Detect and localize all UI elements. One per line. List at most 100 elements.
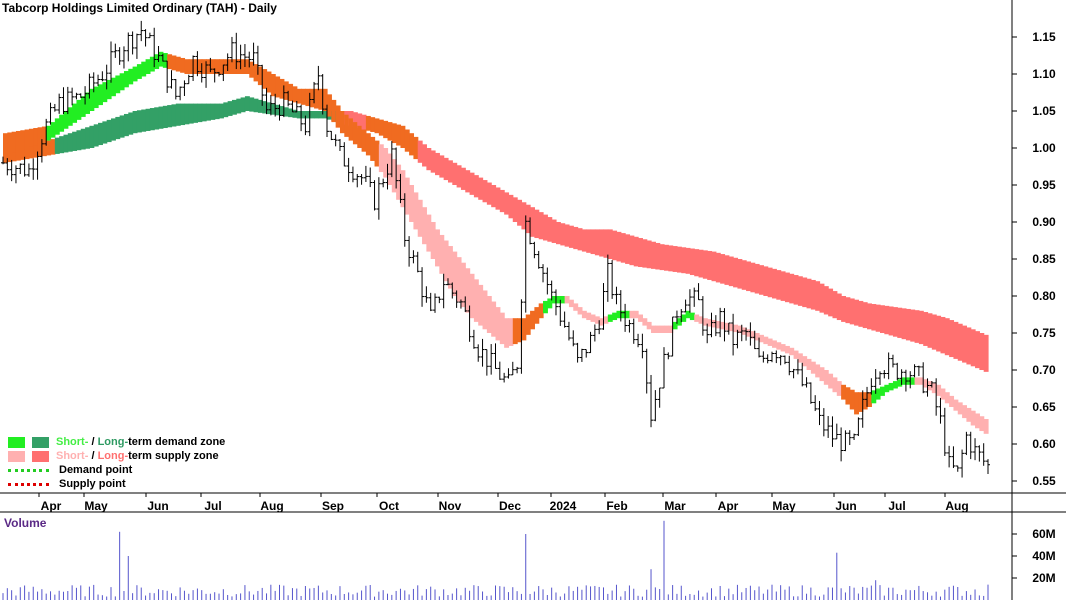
- short-zone-slice: [733, 324, 739, 333]
- long-zone-slice: [905, 308, 911, 341]
- short-zone-slice: [236, 59, 242, 74]
- long-zone-slice: [603, 229, 609, 258]
- y-tick-label: 1.00: [1032, 141, 1056, 155]
- long-zone-slice: [616, 231, 622, 262]
- long-zone-slice: [750, 262, 756, 293]
- long-zone-slice: [141, 109, 147, 132]
- long-zone-slice: [681, 247, 687, 274]
- short-zone-slice: [396, 164, 402, 200]
- short-zone-slice: [867, 392, 872, 407]
- long-zone-slice: [378, 119, 384, 136]
- short-zone-slice: [301, 88, 307, 105]
- y-tick-label: 0.75: [1032, 326, 1056, 340]
- short-zone-slice: [543, 300, 548, 314]
- short-zone-slice: [214, 59, 220, 74]
- short-zone-slice: [275, 76, 281, 98]
- long-zone-slice: [76, 130, 82, 151]
- long-demand-swatch: [32, 436, 49, 448]
- short-zone-slice: [378, 144, 384, 173]
- short-zone-slice: [478, 284, 484, 326]
- volume-tick-label: 20M: [1032, 571, 1055, 585]
- short-zone-slice: [80, 96, 86, 117]
- short-zone-slice: [776, 342, 782, 350]
- short-zone-slice: [884, 384, 890, 393]
- short-zone-slice: [849, 389, 855, 410]
- short-zone-slice: [685, 310, 691, 319]
- short-zone-slice: [59, 114, 65, 132]
- short-zone-slice: [404, 177, 410, 215]
- short-zone-slice: [607, 314, 613, 322]
- long-zone-slice: [711, 251, 717, 282]
- long-zone-slice: [20, 145, 26, 160]
- short-zone-slice: [63, 111, 69, 129]
- short-zone-slice: [910, 377, 916, 385]
- short-zone-slice: [409, 185, 415, 222]
- long-zone-slice: [158, 106, 164, 129]
- short-zone-slice: [123, 71, 129, 88]
- short-zone-slice: [223, 59, 229, 74]
- legend-demand-rest: term demand zone: [128, 436, 226, 448]
- short-zone-slice: [495, 307, 501, 341]
- long-zone-slice: [724, 255, 730, 285]
- short-zone-slice: [201, 59, 207, 74]
- short-zone-slice: [279, 78, 285, 99]
- short-zone-slice: [136, 64, 142, 79]
- short-zone-slice: [28, 128, 34, 147]
- legend-supply-point-label: Supply point: [59, 478, 126, 490]
- short-zone-slice: [530, 310, 535, 330]
- long-zone-slice: [698, 249, 704, 278]
- short-zone-slice: [292, 86, 298, 103]
- long-zone-slice: [214, 103, 220, 120]
- long-zone-slice: [188, 103, 194, 124]
- long-zone-slice: [577, 228, 583, 251]
- short-zone-slice: [158, 51, 164, 67]
- long-zone-slice: [400, 125, 406, 148]
- long-zone-slice: [270, 103, 276, 115]
- short-zone-slice: [249, 61, 255, 78]
- long-zone-slice: [979, 333, 985, 370]
- long-zone-slice: [305, 111, 311, 119]
- long-zone-slice: [98, 122, 103, 146]
- long-zone-slice: [871, 304, 877, 331]
- long-zone-slice: [193, 103, 199, 123]
- short-zone-slice: [802, 356, 808, 367]
- long-zone-slice: [590, 229, 596, 255]
- short-zone-slice: [41, 126, 47, 143]
- x-tick-label: Aug: [945, 499, 968, 513]
- long-zone-slice: [560, 223, 566, 246]
- short-zone-slice: [7, 132, 13, 154]
- long-zone-slice: [581, 229, 587, 252]
- long-zone-slice: [7, 147, 13, 163]
- long-zone-slice: [767, 267, 773, 298]
- short-zone-slice: [629, 310, 635, 319]
- short-zone-slice: [244, 59, 250, 74]
- short-zone-slice: [953, 399, 959, 411]
- short-zone-slice: [417, 199, 423, 237]
- long-zone-slice: [279, 106, 285, 116]
- short-zone-slice: [219, 59, 224, 74]
- short-zone-slice: [400, 170, 406, 208]
- short-zone-slice: [957, 402, 963, 415]
- long-zone-slice: [469, 172, 475, 195]
- legend-supply-point: Supply point: [8, 477, 225, 491]
- long-zone-slice: [473, 175, 479, 198]
- long-zone-slice: [210, 103, 216, 120]
- long-zone-slice: [521, 202, 527, 230]
- long-zone-slice: [184, 103, 190, 125]
- short-zone-slice: [20, 130, 26, 150]
- long-zone-slice: [884, 305, 890, 335]
- short-zone-slice: [962, 405, 967, 419]
- long-zone-slice: [128, 112, 134, 135]
- long-zone-slice: [292, 109, 298, 118]
- short-zone-slice: [111, 77, 116, 97]
- long-zone-slice: [123, 113, 129, 137]
- long-zone-slice: [962, 325, 967, 363]
- x-tick-label: Dec: [499, 499, 521, 513]
- short-zone-slice: [188, 59, 194, 74]
- long-zone-slice: [858, 300, 864, 327]
- short-zone-slice: [694, 314, 700, 322]
- short-zone-slice: [577, 307, 583, 315]
- short-zone-slice: [175, 56, 181, 72]
- legend-supply-long: Long-: [97, 450, 129, 462]
- long-zone-slice: [983, 334, 989, 372]
